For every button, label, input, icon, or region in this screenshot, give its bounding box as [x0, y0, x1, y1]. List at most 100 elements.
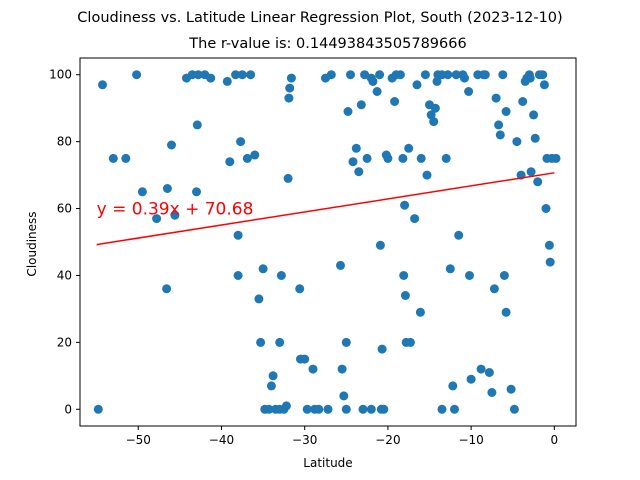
data-point — [509, 404, 519, 414]
data-point — [494, 120, 504, 130]
data-point — [343, 107, 353, 116]
data-point — [383, 153, 393, 163]
data-point — [400, 291, 410, 300]
data-point — [231, 70, 241, 80]
data-point — [464, 87, 474, 96]
data-point — [372, 87, 382, 96]
data-point — [432, 76, 442, 86]
data-point — [506, 384, 516, 394]
data-point — [170, 210, 180, 220]
data-point — [108, 153, 118, 163]
regression-line — [96, 172, 555, 246]
data-point — [512, 137, 522, 147]
data-point — [192, 187, 201, 197]
data-point — [495, 130, 505, 140]
data-point — [487, 388, 497, 397]
data-point — [281, 401, 291, 411]
data-point — [429, 117, 439, 127]
data-point — [354, 167, 364, 177]
data-point — [538, 70, 548, 80]
data-point — [368, 76, 378, 86]
data-point — [362, 153, 372, 163]
data-point — [266, 381, 276, 391]
data-point — [415, 307, 425, 317]
y-tick-label: 20 — [57, 335, 72, 349]
data-point — [422, 170, 432, 180]
data-point — [499, 271, 509, 280]
data-point — [351, 143, 361, 153]
data-point — [246, 70, 256, 80]
data-point — [341, 404, 351, 414]
data-point — [551, 153, 561, 163]
data-point — [398, 153, 408, 163]
y-tick-label: 100 — [49, 68, 72, 82]
data-point — [501, 107, 511, 116]
data-point — [286, 73, 296, 83]
data-point — [395, 70, 405, 80]
x-tick-label: −10 — [458, 433, 483, 447]
data-point — [326, 70, 336, 80]
data-point — [390, 97, 400, 106]
x-tick-label: 0 — [551, 433, 559, 447]
data-point — [300, 354, 310, 364]
data-point — [285, 83, 295, 93]
data-point — [276, 271, 286, 280]
data-point — [283, 173, 293, 183]
data-point — [346, 70, 355, 80]
data-point — [137, 187, 147, 197]
data-point — [237, 70, 247, 80]
data-point — [416, 153, 426, 163]
data-points — [93, 70, 561, 414]
x-axis-label: Latitude — [303, 456, 352, 470]
data-point — [167, 140, 176, 150]
data-point — [441, 153, 451, 163]
data-point — [152, 214, 162, 224]
data-point — [356, 100, 366, 110]
data-point — [501, 307, 511, 317]
data-point — [275, 337, 285, 347]
data-point — [544, 240, 554, 250]
plot-area-frame — [79, 57, 577, 427]
data-point — [98, 80, 107, 90]
data-point — [430, 103, 440, 113]
data-point — [256, 337, 266, 347]
data-point — [121, 153, 131, 163]
y-tick-label: 40 — [57, 268, 72, 282]
data-point — [225, 157, 235, 167]
data-point — [193, 70, 203, 80]
data-point — [341, 337, 351, 347]
chart-subtitle: The r-value is: 0.14493843505789666 — [188, 36, 466, 52]
data-point — [405, 337, 415, 347]
y-tick-label: 60 — [57, 202, 72, 216]
data-point — [366, 404, 376, 414]
x-tick-label: −20 — [375, 433, 400, 447]
data-point — [480, 70, 490, 80]
data-point — [242, 153, 252, 163]
data-point — [268, 371, 278, 381]
data-point — [192, 120, 202, 130]
data-point — [420, 70, 430, 80]
data-point — [530, 133, 540, 143]
data-point — [302, 404, 312, 414]
data-point — [377, 344, 387, 354]
data-point — [323, 404, 333, 414]
data-point — [162, 184, 172, 193]
data-point — [162, 284, 172, 294]
data-point — [541, 204, 551, 213]
x-tick-label: −40 — [209, 433, 234, 447]
data-point — [336, 260, 345, 270]
data-point — [399, 271, 409, 280]
data-point — [375, 70, 385, 80]
data-point — [498, 70, 508, 80]
chart-title: Cloudiness vs. Latitude Linear Regressio… — [77, 10, 562, 26]
data-point — [539, 80, 549, 90]
data-point — [545, 257, 555, 267]
data-point — [233, 271, 243, 280]
data-point — [308, 364, 318, 374]
y-axis-label: Cloudiness — [25, 211, 39, 276]
y-tick-label: 80 — [57, 135, 72, 149]
data-point — [410, 214, 420, 224]
data-point — [465, 271, 474, 280]
data-point — [454, 230, 464, 240]
data-point — [314, 404, 324, 414]
